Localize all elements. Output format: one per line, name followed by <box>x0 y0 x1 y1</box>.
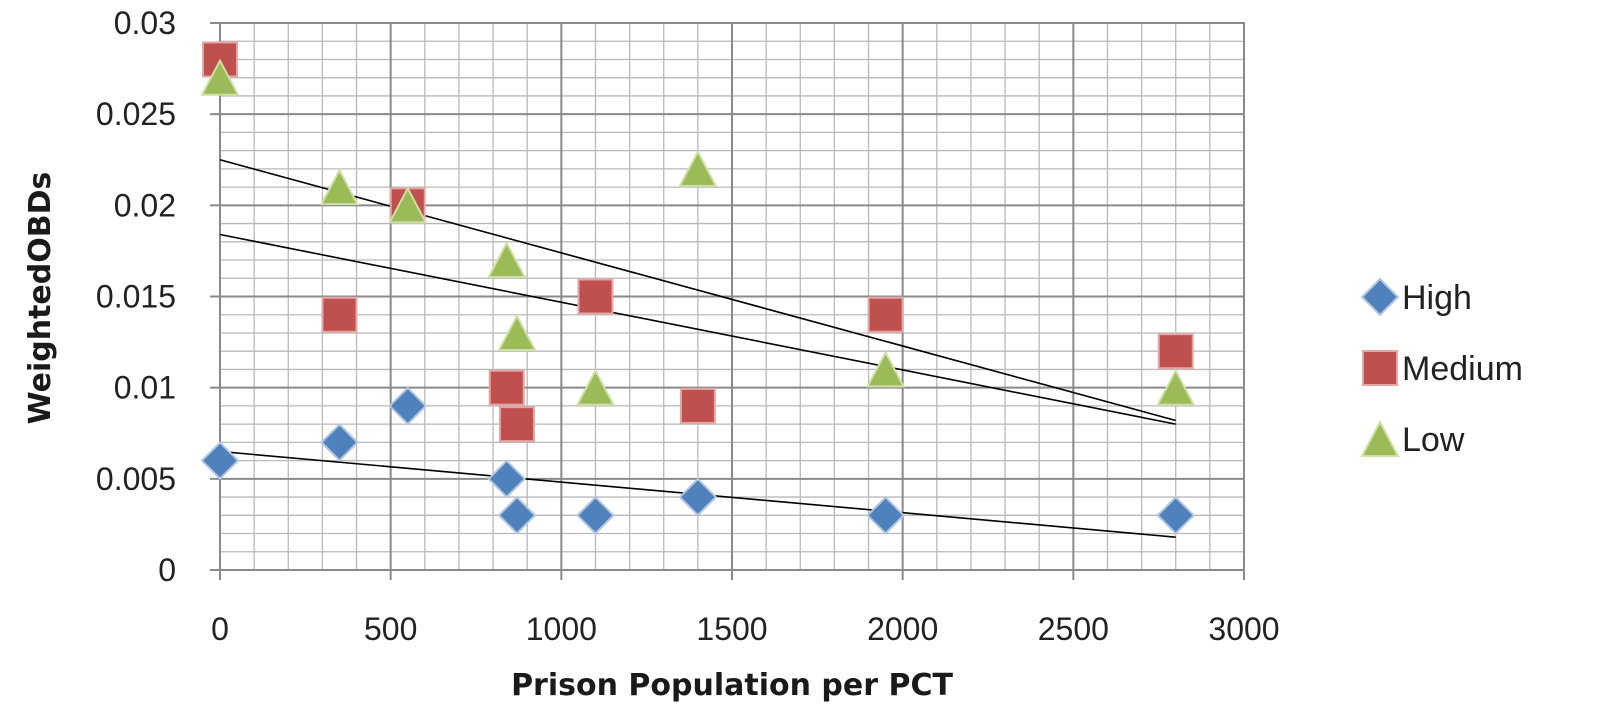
series-high <box>200 386 1196 535</box>
trendline-medium <box>219 233 1176 425</box>
data-point-low <box>319 167 360 206</box>
data-point-high <box>200 441 240 481</box>
data-point-medium <box>488 369 525 406</box>
x-tick-label: 2000 <box>867 611 938 647</box>
data-point-low <box>865 350 906 388</box>
data-point-medium <box>867 296 904 333</box>
legend: High Medium Low <box>1360 277 1523 459</box>
legend-label-medium: Medium <box>1402 350 1523 388</box>
x-tick-label: 500 <box>364 611 417 647</box>
x-axis-ticks: 0 500 1000 1500 2000 2500 3000 <box>211 570 1280 647</box>
x-tick-label: 0 <box>211 611 229 647</box>
y-tick-label: 0.015 <box>96 279 176 315</box>
data-points <box>200 41 1196 535</box>
legend-marker-low <box>1360 419 1400 457</box>
x-tick-label: 1500 <box>696 611 767 647</box>
data-point-medium <box>679 387 716 424</box>
data-point-high <box>1156 495 1196 535</box>
x-axis-title: Prison Population per PCT <box>511 668 953 703</box>
trendline-low <box>219 158 1176 422</box>
data-point-high <box>576 495 615 535</box>
data-point-high <box>678 477 718 517</box>
data-point-medium <box>498 406 535 443</box>
legend-label-low: Low <box>1402 421 1465 459</box>
data-point-low <box>497 313 537 351</box>
legend-marker-medium <box>1362 350 1398 386</box>
data-point-high <box>497 495 537 535</box>
y-tick-label: 0.01 <box>114 370 176 406</box>
x-tick-label: 1000 <box>526 611 597 647</box>
data-point-high <box>487 459 527 499</box>
data-point-low <box>200 58 240 96</box>
x-tick-label: 3000 <box>1208 611 1279 647</box>
data-point-medium <box>577 278 614 315</box>
data-point-medium <box>1157 333 1194 370</box>
data-point-low <box>388 186 428 224</box>
data-point-low <box>678 149 718 187</box>
y-tick-label: 0 <box>158 552 176 588</box>
legend-label-high: High <box>1402 279 1472 317</box>
y-axis-title: WeightedOBDs <box>23 172 58 425</box>
legend-marker-high <box>1360 277 1400 317</box>
data-point-high <box>320 422 359 462</box>
x-tick-label: 2500 <box>1038 611 1109 647</box>
data-point-low <box>487 240 527 279</box>
data-point-high <box>388 386 428 426</box>
data-point-high <box>866 495 906 535</box>
y-tick-label: 0.025 <box>96 96 176 132</box>
data-point-medium <box>321 296 358 333</box>
data-point-low <box>575 368 616 406</box>
major-gridlines <box>219 22 1245 571</box>
y-tick-label: 0.03 <box>114 5 176 41</box>
y-axis-ticks: 0 0.005 0.01 0.015 0.02 0.025 0.03 <box>96 5 220 588</box>
series-low <box>200 58 1196 406</box>
data-point-low <box>1156 368 1196 406</box>
y-tick-label: 0.005 <box>96 461 176 497</box>
y-tick-label: 0.02 <box>114 187 176 223</box>
